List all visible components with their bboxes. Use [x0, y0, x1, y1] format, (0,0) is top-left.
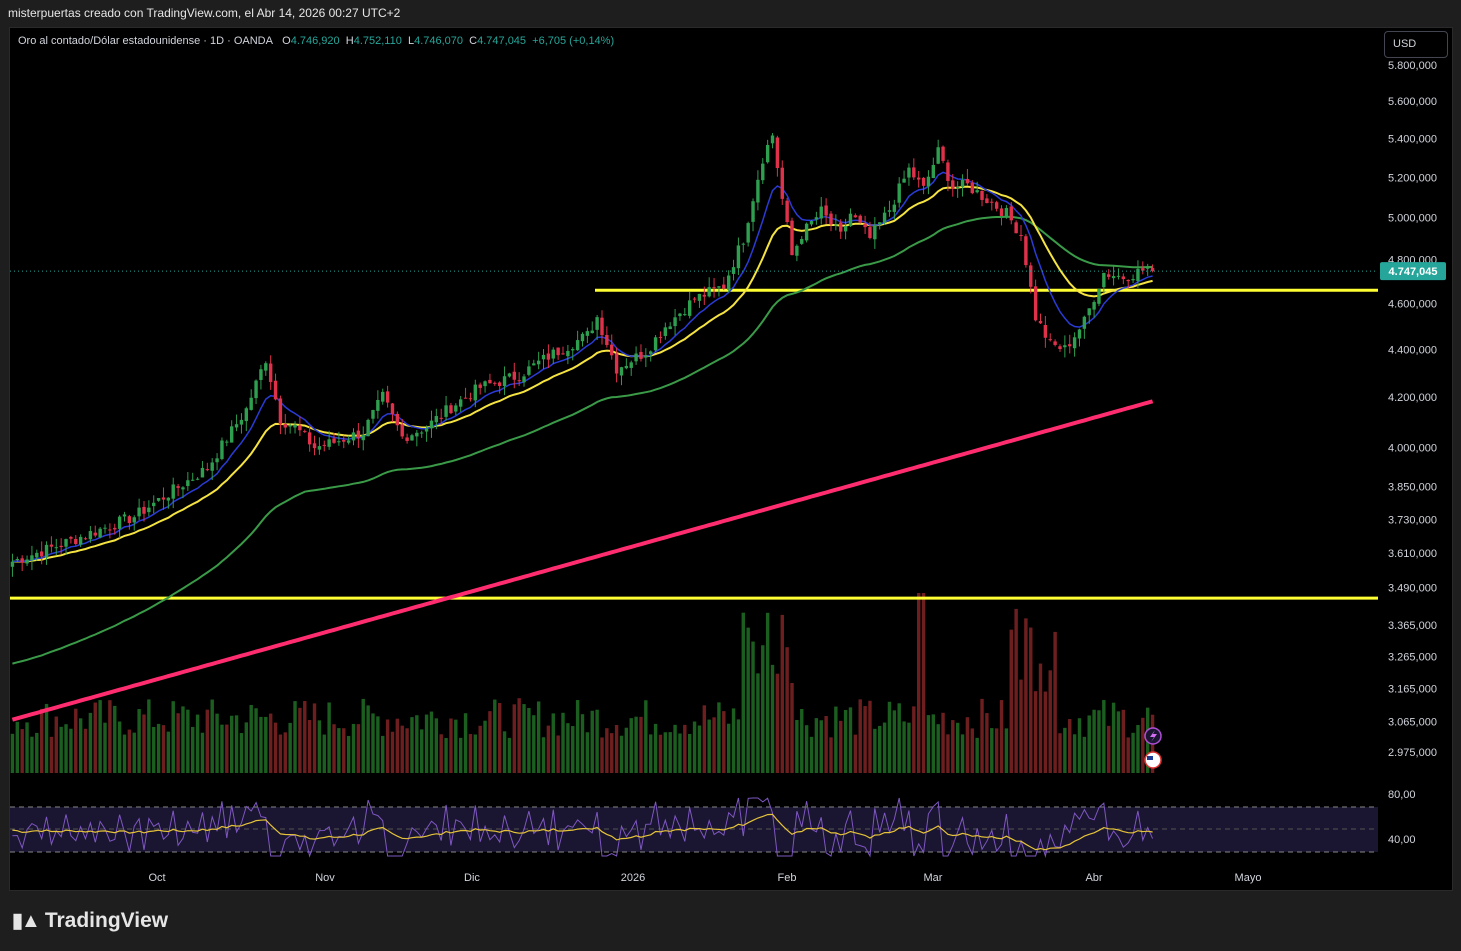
high-label: H — [345, 35, 354, 47]
chart-frame[interactable] — [9, 27, 1453, 891]
currency-button[interactable]: USD — [1384, 31, 1448, 58]
chart-byline: misterpuertas creado con TradingView.com… — [8, 6, 401, 20]
close-label: C — [469, 35, 478, 47]
tradingview-logo-icon: ▮▲ — [12, 910, 41, 932]
symbol-name[interactable]: Oro al contado/Dólar estadounidense · 1D… — [18, 35, 273, 47]
close-value: 4.747,045 — [477, 35, 527, 47]
tradingview-logo[interactable]: ▮▲ TradingView — [12, 908, 168, 933]
open-label: O — [282, 35, 291, 47]
tradingview-logo-text: TradingView — [44, 908, 169, 932]
low-label: L — [407, 35, 415, 47]
symbol-legend: Oro al contado/Dólar estadounidense · 1D… — [18, 35, 614, 47]
open-value: 4.746,920 — [290, 35, 340, 47]
low-value: 4.746,070 — [414, 35, 464, 47]
change-value: +6,705 (+0,14%) — [532, 35, 615, 47]
high-value: 4.752,110 — [353, 35, 402, 47]
